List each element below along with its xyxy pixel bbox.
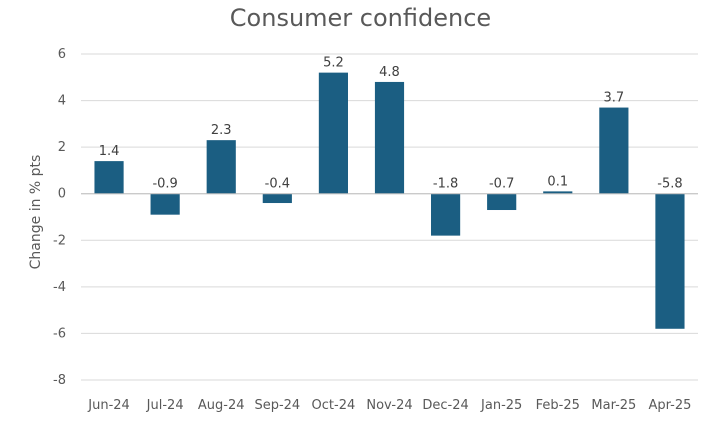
bar [94, 161, 124, 194]
data-label: 5.2 [323, 56, 344, 71]
data-label: -5.8 [657, 177, 682, 192]
data-label: 3.7 [604, 91, 625, 106]
data-label: 4.8 [379, 65, 400, 80]
chart-title: Consumer confidence [229, 4, 492, 32]
y-tick-label: 0 [58, 187, 66, 202]
x-tick-label: Dec-24 [422, 398, 468, 413]
data-label: -0.9 [152, 177, 177, 192]
y-tick-label: -8 [53, 373, 66, 388]
bar [150, 193, 180, 215]
x-tick-label: Jun-24 [87, 398, 130, 413]
data-label: 0.1 [547, 174, 568, 189]
bar [487, 193, 517, 211]
data-label: -0.7 [489, 177, 514, 192]
bar [599, 107, 629, 194]
x-tick-label: Jul-24 [146, 398, 184, 413]
x-tick-label: Apr-25 [649, 398, 692, 413]
bar [431, 193, 461, 236]
data-label: -1.8 [433, 177, 458, 192]
y-tick-label: 2 [58, 140, 66, 155]
y-tick-label: -6 [53, 326, 66, 341]
data-label: 1.4 [99, 144, 120, 159]
y-tick-label: 4 [58, 94, 66, 109]
x-tick-label: Nov-24 [366, 398, 412, 413]
bar [374, 81, 405, 194]
bar [655, 193, 685, 329]
data-label: -0.4 [265, 177, 290, 192]
y-tick-label: 6 [58, 47, 66, 62]
bar [318, 72, 348, 194]
x-tick-label: Oct-24 [312, 398, 356, 413]
data-label: 2.3 [211, 123, 232, 138]
x-tick-label: Aug-24 [198, 398, 245, 413]
x-tick-label: Mar-25 [591, 398, 636, 413]
x-tick-label: Sep-24 [254, 398, 300, 413]
y-tick-label: -2 [53, 233, 66, 248]
y-tick-label: -4 [53, 280, 66, 295]
bar [262, 193, 292, 204]
bar [206, 140, 236, 194]
bar [543, 191, 573, 194]
y-axis-title: Change in % pts [28, 155, 44, 270]
x-tick-label: Jan-25 [480, 398, 522, 413]
x-tick-label: Feb-25 [536, 398, 580, 413]
